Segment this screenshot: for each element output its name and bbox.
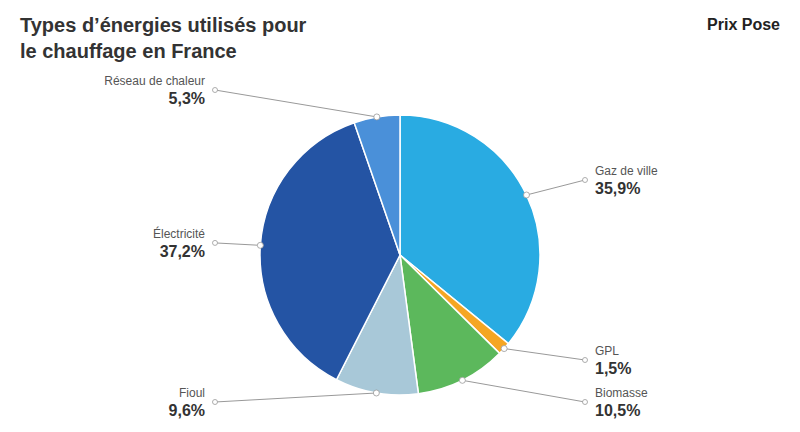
connector [526, 180, 585, 195]
chart: Types d’énergies utilisés pour le chauffa… [0, 0, 800, 432]
connector [215, 393, 376, 402]
slice-label: GPL [595, 344, 619, 358]
connector [504, 349, 585, 360]
title: le chauffage en France [20, 40, 237, 62]
title: Types d’énergies utilisés pour [20, 14, 307, 36]
connector [215, 243, 260, 245]
data-label: 9,6% [169, 402, 205, 419]
data-label: 5,3% [169, 90, 205, 107]
connector [462, 380, 585, 402]
connector-dot [523, 192, 529, 198]
slice [354, 115, 400, 255]
annotation: Prix Pose [707, 16, 780, 33]
pie [260, 115, 540, 395]
connector-dot [373, 390, 379, 396]
connector [215, 90, 377, 117]
connector-dot [213, 240, 218, 245]
connector-dot [501, 346, 507, 352]
connector-dot [213, 88, 218, 93]
connector-dot [583, 177, 588, 182]
connector-dot [583, 400, 588, 405]
connector-dot [374, 114, 380, 120]
data-label: 37,2% [160, 243, 205, 260]
connector-dot [583, 358, 588, 363]
connector-dot [459, 377, 465, 383]
labels: Gaz de ville 35,9% GPL 1,5% Biomasse 10,5% Fio… [104, 74, 658, 419]
connector-dot [213, 400, 218, 405]
connector-dot [257, 242, 263, 248]
data-label: 1,5% [595, 360, 631, 377]
slice-label: Biomasse [595, 386, 648, 400]
data-label: 10,5% [595, 402, 640, 419]
slice-label: Réseau de chaleur [104, 74, 205, 88]
slice-label: Électricité [153, 226, 205, 241]
slice-label: Fioul [179, 386, 205, 400]
slice-label: Gaz de ville [595, 164, 658, 178]
data-label: 35,9% [595, 180, 640, 197]
